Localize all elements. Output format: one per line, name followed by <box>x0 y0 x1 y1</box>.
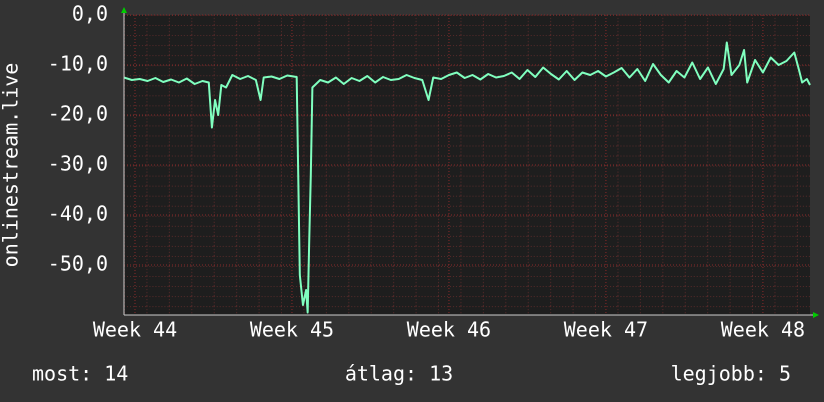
y-tick-label: -30,0 <box>48 152 108 176</box>
y-tick-label: 0,0 <box>72 2 108 26</box>
x-tick-label: Week 44 <box>93 318 177 342</box>
y-axis-arrow <box>121 7 127 13</box>
y-tick-label: -20,0 <box>48 102 108 126</box>
y-tick-label: -40,0 <box>48 202 108 226</box>
x-axis-arrow <box>813 312 819 318</box>
x-tick-label: Week 48 <box>721 318 805 342</box>
footer-average: átlag: 13 <box>345 362 453 386</box>
y-axis-title: onlinestream.live <box>0 63 23 268</box>
x-tick-label: Week 46 <box>407 318 491 342</box>
y-tick-label: -10,0 <box>48 52 108 76</box>
x-tick-label: Week 45 <box>250 318 334 342</box>
footer-best: legjobb: 5 <box>671 362 791 386</box>
x-tick-label: Week 47 <box>564 318 648 342</box>
data-line <box>123 41 811 314</box>
footer-current: most: 14 <box>32 362 128 386</box>
y-tick-label: -50,0 <box>48 252 108 276</box>
